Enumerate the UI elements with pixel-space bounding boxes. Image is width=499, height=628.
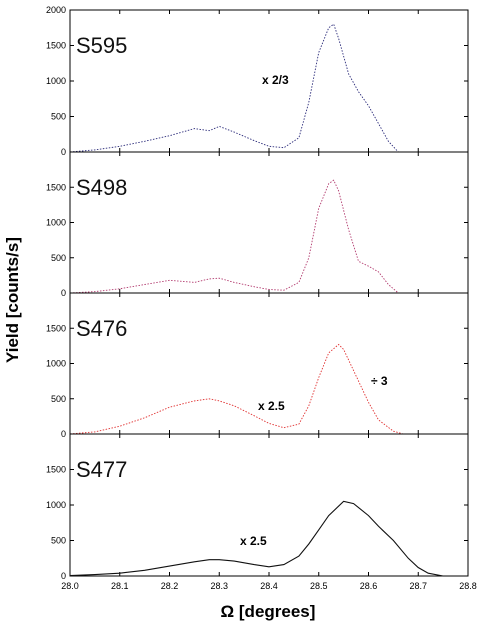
annotation: x 2.5 bbox=[240, 534, 267, 548]
y-tick-label: 1000 bbox=[46, 218, 66, 228]
sample-label: S595 bbox=[76, 33, 127, 58]
series-line bbox=[69, 23, 399, 153]
y-tick-label: 1500 bbox=[46, 182, 66, 192]
x-tick-label: 28.8 bbox=[459, 581, 477, 591]
x-tick-label: 28.2 bbox=[161, 581, 179, 591]
sample-label: S477 bbox=[76, 457, 127, 482]
y-tick-label: 500 bbox=[51, 112, 66, 122]
y-tick-label: 1000 bbox=[46, 359, 66, 369]
panels: 0 500 1000 1500 2000 S595 x 2/3 0 500 1000 1500 S49… bbox=[46, 5, 469, 581]
annotation: x 2.5 bbox=[258, 399, 285, 413]
annotation: x 2/3 bbox=[262, 73, 289, 87]
x-axis-title: Ω [degrees] bbox=[221, 602, 316, 621]
y-tick-label: 2000 bbox=[46, 5, 66, 15]
panel-s498: 0 500 1000 1500 S498 bbox=[46, 151, 469, 298]
y-tick-label: 0 bbox=[61, 571, 66, 581]
x-tick-label: 28.1 bbox=[111, 581, 129, 591]
x-tick-label: 28.3 bbox=[210, 581, 228, 591]
panel-s477: 0 500 1000 1500 S477 x 2.5 bbox=[46, 433, 469, 581]
series-line bbox=[69, 500, 444, 577]
y-tick-label: 500 bbox=[51, 536, 66, 546]
series-line bbox=[69, 179, 399, 294]
panel-s476: 0 500 1000 1500 S476 x 2.5 ÷ 3 bbox=[46, 292, 469, 439]
y-tick-label: 500 bbox=[51, 253, 66, 263]
x-tick-label: 28.5 bbox=[310, 581, 328, 591]
y-tick-label: 1000 bbox=[46, 500, 66, 510]
x-tick-label: 28.0 bbox=[61, 581, 79, 591]
x-tick-label: 28.6 bbox=[360, 581, 378, 591]
y-tick-label: 0 bbox=[61, 288, 66, 298]
sample-label: S476 bbox=[76, 316, 127, 341]
plot-frame bbox=[69, 433, 469, 577]
sample-label: S498 bbox=[76, 175, 127, 200]
x-axis-ticks: 28.0 28.1 28.2 28.3 28.4 28.5 28.6 28.7 28.8 bbox=[61, 581, 477, 591]
series-line bbox=[69, 343, 404, 435]
y-tick-label: 1500 bbox=[46, 41, 66, 51]
y-axis-title: Yield [counts/s] bbox=[3, 237, 22, 363]
x-tick-label: 28.7 bbox=[409, 581, 427, 591]
y-tick-label: 1000 bbox=[46, 76, 66, 86]
panel-s595: 0 500 1000 1500 2000 S595 x 2/3 bbox=[46, 5, 469, 157]
plot-frame bbox=[69, 151, 469, 294]
y-tick-label: 0 bbox=[61, 147, 66, 157]
y-tick-label: 1500 bbox=[46, 465, 66, 475]
annotation: ÷ 3 bbox=[371, 374, 388, 388]
y-tick-label: 1500 bbox=[46, 323, 66, 333]
y-tick-label: 0 bbox=[61, 429, 66, 439]
y-tick-label: 500 bbox=[51, 394, 66, 404]
x-tick-label: 28.4 bbox=[260, 581, 278, 591]
